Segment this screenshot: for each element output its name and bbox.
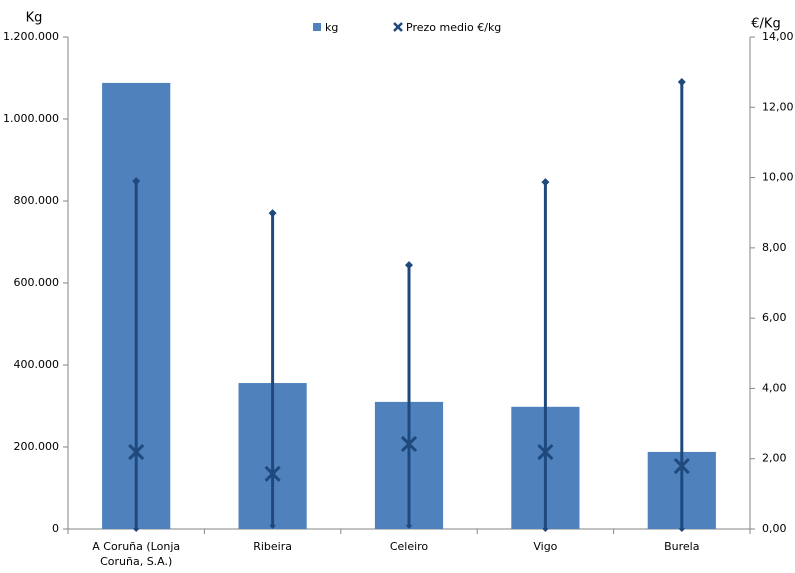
price-low-marker: [133, 526, 140, 532]
y2-tick-label: 14,00: [762, 30, 794, 43]
y2-tick-label: 10,00: [762, 171, 794, 184]
x-tick-label: Ribeira: [253, 540, 292, 553]
price-marker: [128, 443, 145, 461]
y2-tick-label: 6,00: [762, 311, 787, 324]
y-tick-label: 400.000: [14, 358, 60, 371]
y-tick-label: 800.000: [14, 194, 60, 207]
y2-tick-label: 4,00: [762, 381, 787, 394]
legend-label: kg: [325, 21, 338, 34]
y2-tick-label: 8,00: [762, 241, 787, 254]
y2-tick-label: 12,00: [762, 100, 794, 113]
price-high-marker: [541, 178, 550, 187]
y2-tick-label: 2,00: [762, 452, 787, 465]
y2-tick-label: 0,00: [762, 522, 787, 535]
price-high-marker: [405, 261, 413, 270]
y-tick-label: 1.000.000: [3, 112, 59, 125]
y2-axis-title: €/Kg: [751, 17, 780, 32]
x-tick-label: Vigo: [533, 540, 558, 553]
x-tick-label: Burela: [664, 540, 700, 553]
x-tick-label: Celeiro: [389, 540, 429, 553]
price-high-marker: [268, 209, 277, 218]
x-tick-label: A Coruña (Lonja Coruña, S.A.): [92, 540, 181, 568]
price-marker: [264, 465, 281, 482]
price-low-marker: [542, 526, 549, 532]
y-tick-label: 600.000: [14, 276, 60, 289]
y-axis-title: Kg: [26, 11, 43, 26]
price-low-marker: [678, 526, 685, 532]
price-high-marker: [132, 177, 141, 186]
legend-swatch: [313, 23, 321, 31]
price-low-marker: [269, 522, 276, 529]
price-marker: [400, 435, 418, 453]
price-marker: [673, 458, 690, 475]
price-low-marker: [406, 522, 412, 529]
price-high-marker: [677, 77, 686, 86]
price-marker: [537, 443, 554, 461]
y-tick-label: 0: [52, 522, 59, 535]
y-tick-label: 200.000: [14, 440, 60, 453]
legend-label: Prezo medio €/kg: [406, 21, 501, 34]
y-tick-label: 1.200.000: [3, 30, 59, 43]
legend-swatch: [393, 22, 403, 32]
